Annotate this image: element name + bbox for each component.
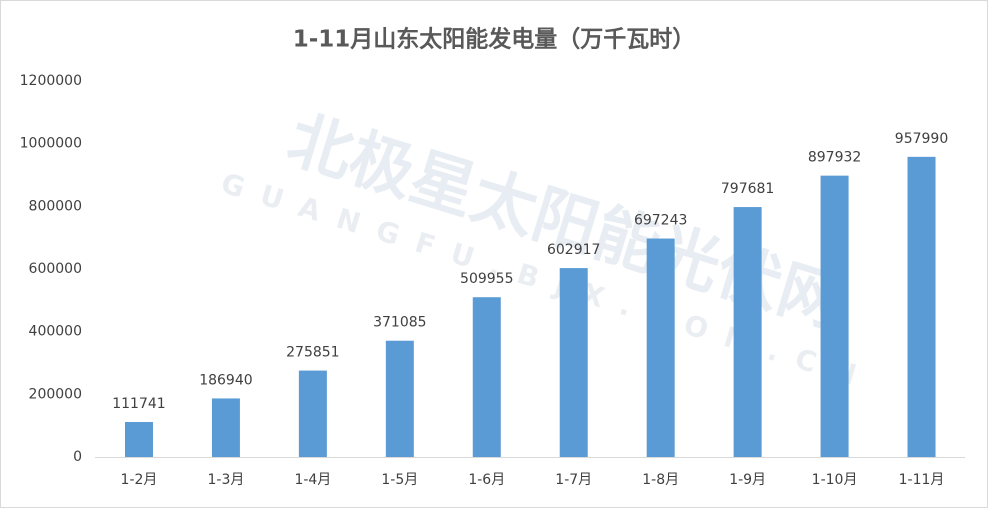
y-tick-label: 800000 [29, 198, 82, 214]
y-tick-label: 600000 [29, 261, 82, 277]
bar [820, 175, 849, 457]
bar [907, 156, 936, 457]
y-tick-label: 0 [73, 449, 82, 465]
y-tick-label: 200000 [29, 386, 82, 402]
x-tick-label: 1-9月 [729, 472, 766, 488]
x-tick-label: 1-5月 [381, 472, 418, 488]
y-tick-label: 1200000 [20, 73, 82, 89]
data-label: 371085 [373, 315, 426, 331]
data-label: 509955 [460, 271, 513, 287]
x-tick-label: 1-10月 [812, 472, 858, 488]
data-label: 186940 [199, 372, 252, 388]
y-tick-label: 400000 [29, 324, 82, 340]
bar [559, 268, 588, 457]
bar [124, 421, 153, 457]
data-label: 275851 [286, 345, 339, 361]
data-label: 602917 [547, 242, 600, 258]
x-tick-label: 1-7月 [555, 472, 592, 488]
data-label: 897932 [808, 150, 861, 166]
bar [646, 238, 675, 457]
bar [733, 207, 762, 457]
x-tick-label: 1-2月 [121, 472, 158, 488]
bar [211, 398, 240, 457]
x-tick-label: 1-4月 [294, 472, 331, 488]
bar [472, 297, 501, 457]
chart-title: 1-11月山东太阳能发电量（万千瓦时） [293, 26, 696, 53]
x-tick-label: 1-11月 [899, 472, 945, 488]
x-tick-label: 1-8月 [642, 472, 679, 488]
bar [298, 370, 327, 457]
data-label: 697243 [634, 213, 687, 229]
data-label: 111741 [112, 396, 165, 412]
y-tick-label: 1000000 [20, 136, 82, 152]
data-label: 957990 [895, 131, 948, 147]
x-tick-label: 1-3月 [207, 472, 244, 488]
x-tick-label: 1-6月 [468, 472, 505, 488]
bar [385, 340, 414, 457]
data-label: 797681 [721, 181, 774, 197]
